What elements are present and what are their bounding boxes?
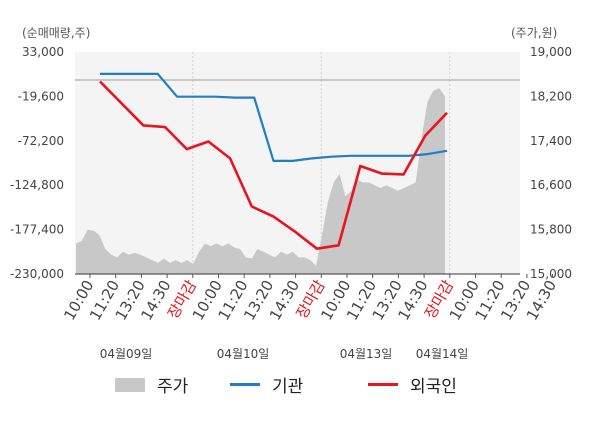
foreign-line <box>99 80 448 250</box>
right-axis-unit: (주가,원) <box>511 26 558 40</box>
legend-swatch-foreign <box>368 383 398 386</box>
legend-item-price: 주가 <box>115 372 188 397</box>
left-tick-label: -177,400 <box>10 223 64 237</box>
legend-label-institution: 기관 <box>272 377 304 397</box>
left-tick-label: -72,200 <box>18 134 64 148</box>
left-tick-label: -19,600 <box>18 89 64 103</box>
chart: 33,000 -19,600 -72,200 -124,800 -177,400 -230… <box>10 45 572 361</box>
price-area <box>76 88 445 274</box>
right-tick-label: 15,800 <box>530 223 572 237</box>
right-tick-label: 19,000 <box>530 45 572 59</box>
legend-swatch-price <box>115 377 145 392</box>
date-label: 04월13일 <box>340 347 393 361</box>
legend-swatch-institution <box>230 383 260 386</box>
left-tick-label: -230,000 <box>10 267 64 281</box>
legend: 주가 기관 외국인 <box>0 372 600 402</box>
date-label: 04월14일 <box>416 347 469 361</box>
legend-item-institution: 기관 <box>230 372 303 397</box>
legend-label-price: 주가 <box>157 377 189 397</box>
legend-label-foreign: 외국인 <box>410 377 457 397</box>
right-tick-label: 18,200 <box>530 89 572 103</box>
left-tick-label: -124,800 <box>10 178 64 192</box>
institution-line <box>100 72 448 162</box>
legend-item-foreign: 외국인 <box>368 372 457 397</box>
date-label: 04월09일 <box>100 347 153 361</box>
right-tick-label: 15,000 <box>530 267 572 281</box>
right-tick-label: 16,600 <box>530 178 572 192</box>
date-label: 04월10일 <box>217 347 270 361</box>
left-tick-label: 33,000 <box>22 45 64 59</box>
plot-area <box>75 52 520 274</box>
right-tick-label: 17,400 <box>530 134 572 148</box>
left-axis-unit: (순매매량,주) <box>22 26 91 40</box>
